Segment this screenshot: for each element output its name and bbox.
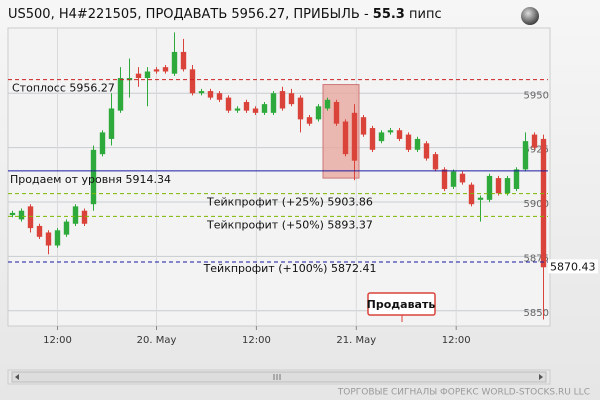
candle-body <box>297 97 304 120</box>
candle-body <box>189 69 196 94</box>
candle-body <box>81 210 88 224</box>
candle-body <box>504 178 511 194</box>
candle-body <box>333 101 340 124</box>
candle-body <box>126 78 133 81</box>
candle-body <box>387 130 394 133</box>
candle-body <box>117 78 124 111</box>
candle-body <box>279 91 286 109</box>
candle-body <box>36 225 43 237</box>
y-tick-label: 5950 <box>524 90 549 101</box>
candle-body <box>315 106 322 120</box>
candle-body <box>495 178 502 194</box>
candle-body <box>324 99 331 109</box>
candle-body <box>72 206 79 224</box>
candle-body <box>198 91 205 94</box>
last-price-box <box>548 259 598 274</box>
level-label: Тейкпрофит (+25%) 5903.86 <box>206 196 373 209</box>
x-tick-label: 20. May <box>137 335 177 346</box>
candle-body <box>342 121 349 155</box>
last-price-label: 5870.43 <box>550 260 596 273</box>
y-tick-label: 5925 <box>524 145 549 156</box>
x-tick-label: 12:00 <box>43 335 72 346</box>
candle-body <box>90 149 97 205</box>
candle-body <box>405 134 412 150</box>
candle-body <box>45 232 52 246</box>
candle-body <box>171 51 178 74</box>
scroll-grip <box>273 374 281 380</box>
level-label: Стоплосс 5956.27 <box>12 82 115 95</box>
title-prefix: US500, H4#221505, ПРОДАВАТЬ 5956.27, ПРИ… <box>8 7 373 22</box>
candle-body <box>252 108 259 113</box>
candle-body <box>369 128 376 150</box>
candle-body <box>216 93 223 100</box>
candle-body <box>99 132 106 155</box>
candle-body <box>162 67 169 72</box>
candle-body <box>63 221 70 235</box>
candle-body <box>225 97 232 111</box>
candle-body <box>288 93 295 105</box>
title-profit: 55.3 <box>373 7 405 22</box>
x-tick-label: 12:00 <box>442 335 471 346</box>
candle-body <box>396 130 403 139</box>
candle-body <box>243 101 250 111</box>
chart-title: US500, H4#221505, ПРОДАВАТЬ 5956.27, ПРИ… <box>8 7 442 22</box>
candle-body <box>18 210 25 220</box>
candle-body <box>432 154 439 170</box>
level-label: Продаем от уровня 5914.34 <box>10 173 171 186</box>
level-label: Тейкпрофит (+50%) 5893.37 <box>206 218 373 231</box>
candle-body <box>459 173 466 183</box>
candle-body <box>54 230 61 246</box>
candle-body <box>486 175 493 200</box>
y-tick-label: 5900 <box>524 199 549 210</box>
candle-body <box>513 169 520 189</box>
candle-body <box>423 143 430 159</box>
candle-body <box>234 108 241 111</box>
candle-body <box>441 169 448 189</box>
footer: ТОРГОВЫЕ СИГНАЛЫ ФОРЕКС WORLD-STOCKS.RU … <box>337 388 590 398</box>
candle-body <box>477 197 484 200</box>
globe-icon[interactable] <box>521 7 539 25</box>
candle-body <box>522 141 529 170</box>
x-tick-label: 21. May <box>336 335 376 346</box>
candle-body <box>360 117 367 135</box>
candle-body <box>414 138 421 150</box>
candle-body <box>108 108 115 139</box>
candle-body <box>540 138 547 268</box>
candle-body <box>531 134 538 148</box>
candle-body <box>180 51 187 70</box>
y-tick-label: 5875 <box>524 253 549 264</box>
candle-body <box>306 117 313 124</box>
sell-button-label: Продавать <box>367 298 436 311</box>
candle-body <box>9 212 16 216</box>
candle-body <box>468 184 475 205</box>
candle-body <box>27 206 34 229</box>
candle-body <box>261 104 268 113</box>
candle-body <box>144 71 151 79</box>
candle-body <box>378 132 385 142</box>
scroll-thumb[interactable] <box>11 371 547 383</box>
x-tick-label: 12:00 <box>242 335 271 346</box>
y-tick-label: 5850 <box>524 308 549 319</box>
level-label: Тейкпрофит (+100%) 5872.41 <box>203 262 377 275</box>
candle-body <box>135 73 142 79</box>
candle-body <box>153 69 160 72</box>
sell-button[interactable] <box>367 292 436 316</box>
candle-body <box>270 93 277 113</box>
plot-area <box>7 27 551 327</box>
candle-body <box>207 91 214 98</box>
title-suffix: пипс <box>405 7 442 22</box>
candle-body <box>351 112 358 161</box>
candle-body <box>450 171 457 187</box>
